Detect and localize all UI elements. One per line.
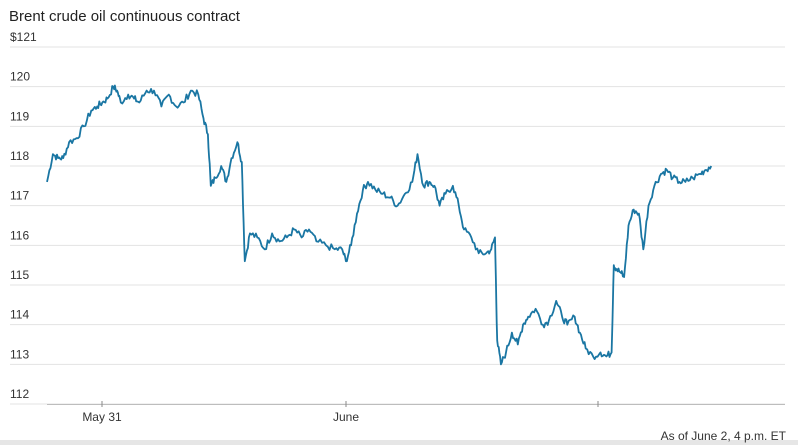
y-tick-label: 112 bbox=[10, 387, 29, 401]
price-series-line bbox=[46, 84, 713, 366]
y-tick-label: 114 bbox=[10, 308, 29, 322]
x-tick-label: May 31 bbox=[82, 410, 122, 424]
y-tick-label: 116 bbox=[10, 228, 29, 242]
y-tick-label: 115 bbox=[10, 268, 29, 282]
y-tick-label: 117 bbox=[10, 189, 29, 203]
y-tick-label: 120 bbox=[10, 70, 30, 84]
footer-note: As of June 2, 4 p.m. ET bbox=[660, 429, 786, 443]
chart-title: Brent crude oil continuous contract bbox=[9, 8, 240, 25]
y-tick-label: 118 bbox=[10, 149, 29, 163]
bottom-strip bbox=[0, 440, 798, 445]
y-tick-label: 113 bbox=[10, 347, 29, 361]
x-tick-label: June bbox=[333, 410, 359, 424]
y-tick-label: 119 bbox=[10, 109, 29, 123]
y-tick-label: $121 bbox=[10, 30, 37, 44]
